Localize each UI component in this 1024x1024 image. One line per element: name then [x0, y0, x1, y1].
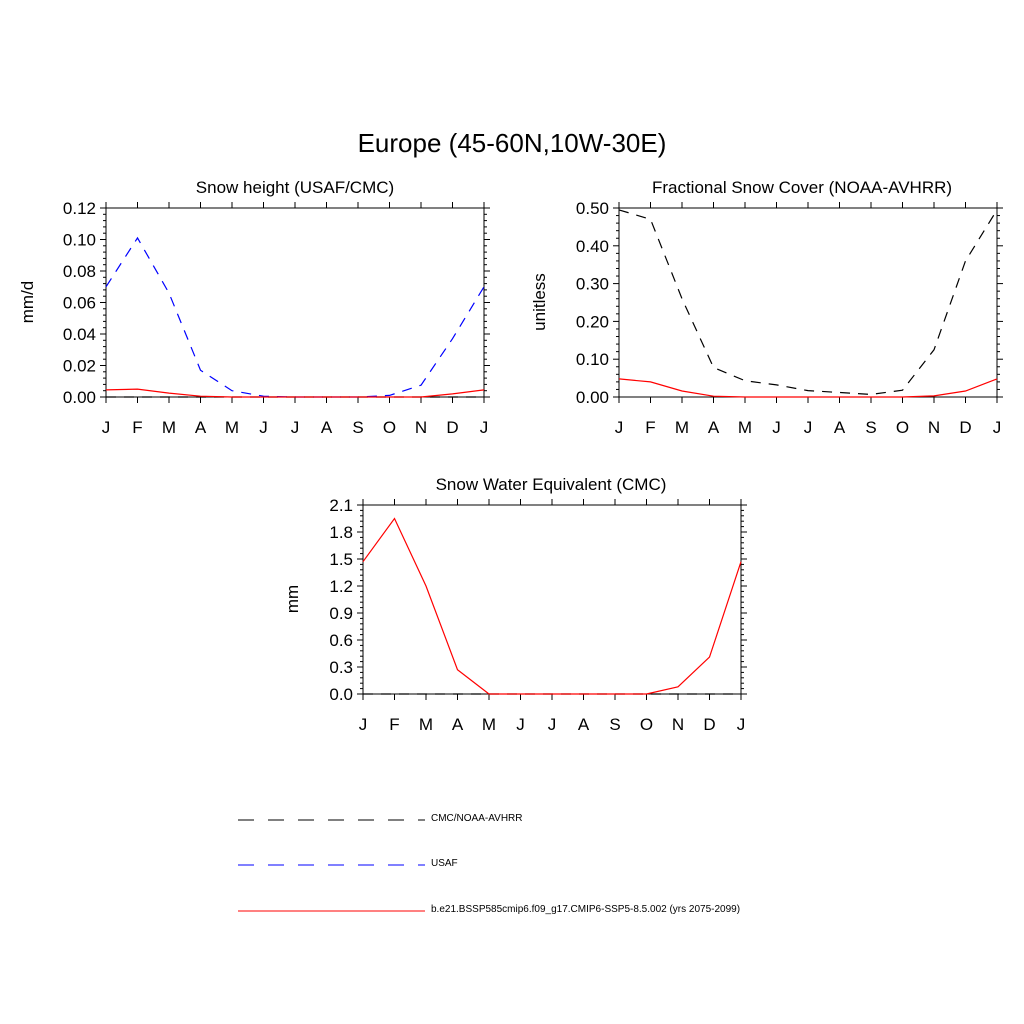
y-tick-label: 0.30	[576, 275, 609, 294]
x-tick-label: O	[383, 418, 396, 437]
x-tick-label: M	[675, 418, 689, 437]
panel3-frame	[362, 504, 742, 695]
y-tick-label: 0.3	[329, 658, 353, 677]
y-tick-label: 0.04	[63, 325, 96, 344]
x-tick-label: O	[640, 715, 653, 734]
y-tick-label: 0.0	[329, 685, 353, 704]
x-tick-label: F	[132, 418, 142, 437]
x-tick-label: S	[352, 418, 363, 437]
x-tick-label: J	[804, 418, 813, 437]
panel1-series-model	[105, 388, 485, 398]
x-tick-label: M	[162, 418, 176, 437]
panel2-series-model	[618, 378, 998, 398]
x-tick-label: A	[708, 418, 720, 437]
y-tick-label: 0.10	[63, 231, 96, 250]
panel3-series-model	[362, 517, 742, 695]
x-tick-label: J	[480, 418, 489, 437]
x-tick-label: S	[865, 418, 876, 437]
y-tick-label: 0.08	[63, 262, 96, 281]
x-tick-label: N	[415, 418, 427, 437]
x-tick-label: J	[548, 715, 557, 734]
y-tick-label: 0.02	[63, 357, 96, 376]
panel3-title: Snow Water Equivalent (CMC)	[435, 475, 667, 494]
x-tick-label: A	[452, 715, 464, 734]
x-tick-label: J	[259, 418, 268, 437]
x-tick-label: M	[419, 715, 433, 734]
x-tick-label: A	[321, 418, 333, 437]
y-tick-label: 1.8	[329, 523, 353, 542]
y-tick-label: 0.00	[576, 388, 609, 407]
x-tick-label: A	[578, 715, 590, 734]
x-tick-label: A	[195, 418, 207, 437]
y-tick-label: 0.40	[576, 237, 609, 256]
x-tick-label: J	[772, 418, 781, 437]
x-tick-label: D	[703, 715, 715, 734]
y-tick-label: 2.1	[329, 496, 353, 515]
panel2-frame	[618, 207, 998, 398]
y-tick-label: 1.2	[329, 577, 353, 596]
x-tick-label: S	[609, 715, 620, 734]
x-tick-label: J	[516, 715, 525, 734]
y-tick-label: 0.20	[576, 312, 609, 331]
x-tick-label: J	[615, 418, 624, 437]
y-tick-label: 0.00	[63, 388, 96, 407]
x-tick-label: N	[672, 715, 684, 734]
x-tick-label: O	[896, 418, 909, 437]
panel2-title: Fractional Snow Cover (NOAA-AVHRR)	[651, 178, 953, 197]
y-tick-label: 0.6	[329, 631, 353, 650]
x-tick-label: N	[928, 418, 940, 437]
y-tick-label: 0.10	[576, 350, 609, 369]
x-tick-label: D	[959, 418, 971, 437]
legend-label-obs: CMC/NOAA-AVHRR	[431, 813, 523, 824]
x-tick-label: M	[225, 418, 239, 437]
y-tick-label: 0.50	[576, 199, 609, 218]
panel1-title: Snow height (USAF/CMC)	[195, 178, 395, 197]
x-tick-label: J	[102, 418, 111, 437]
panel2-series-obs	[618, 209, 998, 396]
x-tick-label: F	[389, 715, 399, 734]
y-tick-label: 1.5	[329, 550, 353, 569]
panel1-frame	[105, 207, 485, 398]
main-title: Europe (45-60N,10W-30E)	[357, 128, 667, 158]
legend-label-usaf: USAF	[431, 858, 458, 869]
x-tick-label: M	[482, 715, 496, 734]
x-tick-label: F	[645, 418, 655, 437]
y-tick-label: 0.12	[63, 199, 96, 218]
x-tick-label: J	[359, 715, 368, 734]
legend-label-model: b.e21.BSSP585cmip6.f09_g17.CMIP6-SSP5-8.…	[431, 904, 741, 915]
panel1-series-usaf	[105, 236, 485, 398]
x-tick-label: M	[738, 418, 752, 437]
x-tick-label: J	[993, 418, 1002, 437]
y-tick-label: 0.06	[63, 294, 96, 313]
x-tick-label: J	[737, 715, 746, 734]
x-tick-label: J	[291, 418, 300, 437]
y-tick-label: 0.9	[329, 604, 353, 623]
x-tick-label: D	[446, 418, 458, 437]
x-tick-label: A	[834, 418, 846, 437]
